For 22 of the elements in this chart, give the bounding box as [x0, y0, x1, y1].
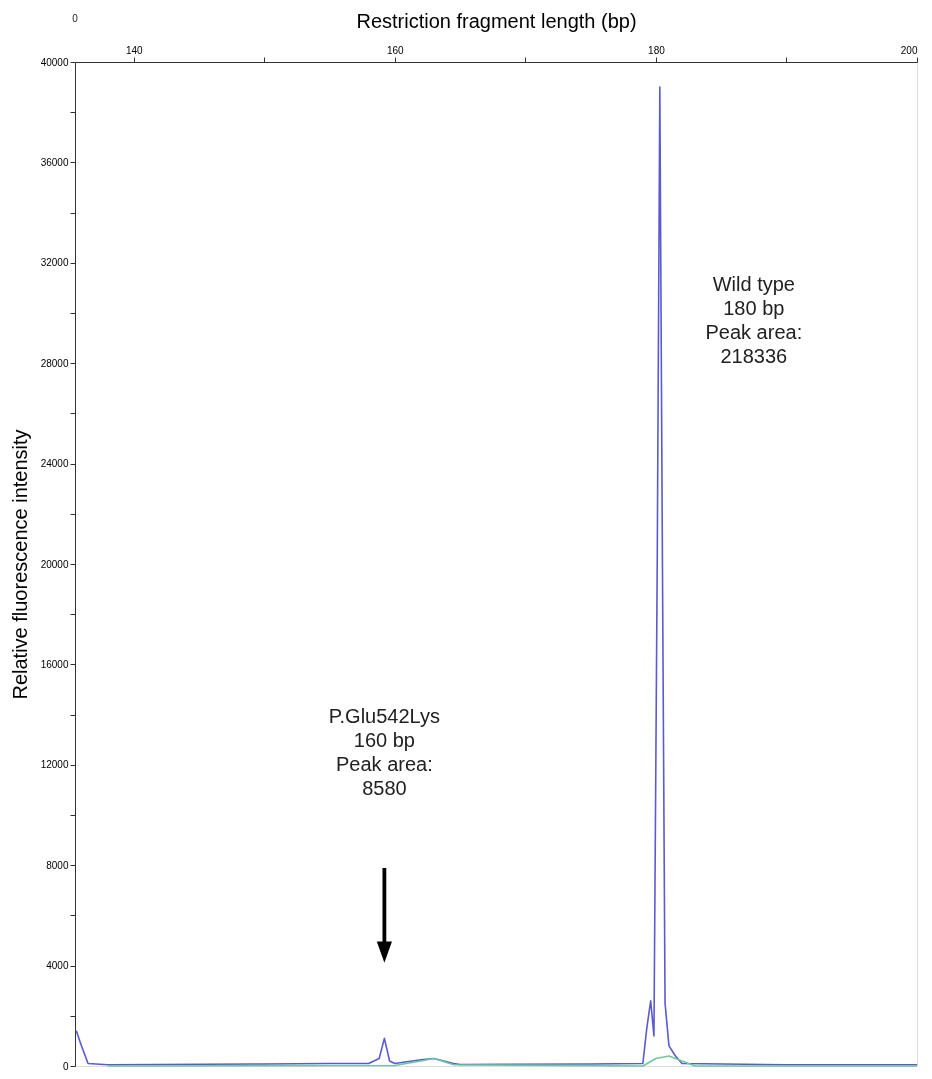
line-series	[106, 1055, 918, 1067]
y-tick-label: 40000	[40, 56, 69, 68]
x-tick-label: 180	[648, 44, 666, 56]
x-tick-label: 200	[900, 44, 918, 56]
annotation: Wild type 180 bp Peak area: 218336	[705, 273, 803, 368]
y-tick-label: 8000	[46, 859, 69, 871]
y-tick-label: 36000	[40, 156, 69, 168]
annotation: P.Glu542Lys 160 bp Peak area: 8580	[328, 705, 440, 800]
y-tick-label: 24000	[40, 458, 69, 470]
line-series	[75, 86, 918, 1066]
y-tick-label: 16000	[40, 658, 69, 670]
y-tick-label: 32000	[40, 257, 69, 269]
y-tick-label: 28000	[40, 357, 69, 369]
text: 0	[72, 13, 79, 25]
y-tick-label: 12000	[40, 759, 69, 771]
y-tick-label: 20000	[40, 558, 69, 570]
y-tick-label: 0	[62, 1060, 69, 1072]
x-axis-title: Restriction fragment length (bp)	[356, 9, 637, 32]
y-axis-title: Relative fluorescence intensity	[8, 429, 31, 700]
x-tick-label: 140	[125, 44, 144, 56]
x-tick-label: 160	[386, 44, 405, 56]
y-tick-label: 4000	[46, 960, 69, 972]
